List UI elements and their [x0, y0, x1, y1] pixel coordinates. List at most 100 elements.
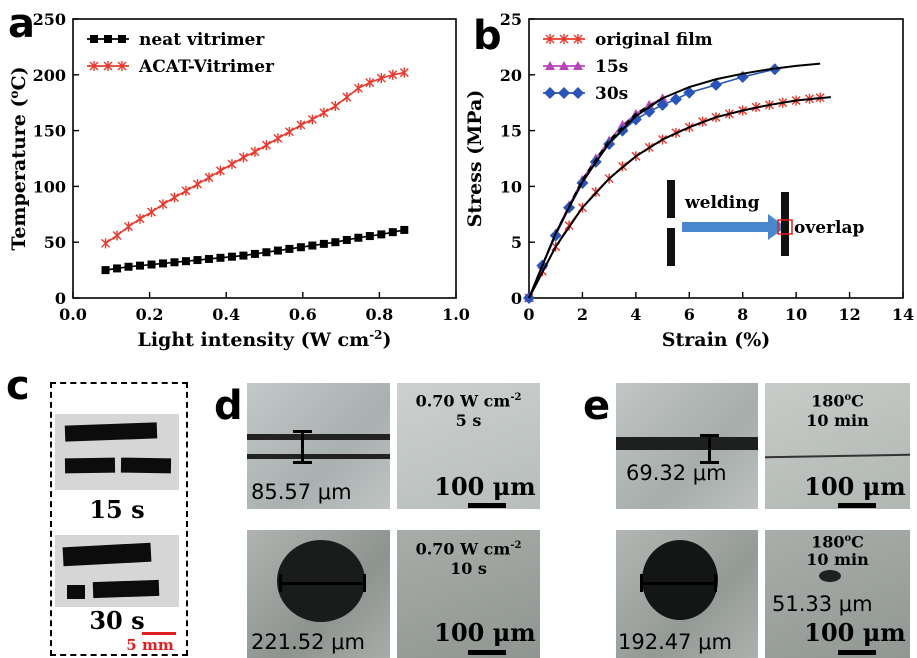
- data-point: [159, 259, 168, 268]
- data-point: [342, 92, 352, 103]
- inset-sample-welded: [781, 192, 789, 256]
- data-point: [400, 225, 409, 234]
- y-axis-label: Stress (MPa): [464, 90, 486, 228]
- data-point: [261, 140, 271, 151]
- legend-marker: [573, 34, 583, 44]
- label-30s: 30 s: [89, 606, 145, 635]
- data-point: [124, 221, 134, 232]
- data-point: [193, 256, 202, 265]
- measure-cap: [714, 574, 717, 592]
- data-point: [170, 192, 179, 203]
- chart-a: 0.0 0.2 0.4 0.6 0.8 1.0 0 50 100 150 200 250 Light i…: [7, 10, 470, 351]
- legend-label: original film: [595, 30, 713, 50]
- scale-bar-d-top: [468, 503, 506, 508]
- series-line: [105, 71, 405, 244]
- measure-d-bottom: 221.52 μm: [251, 630, 365, 654]
- scale-label-e-top: 100 μm: [804, 472, 906, 501]
- data-point: [308, 241, 317, 250]
- cond-d-bottom: 0.70 W cm-2 10 s: [415, 539, 522, 579]
- data-point: [388, 228, 397, 237]
- legend-marker: [545, 34, 555, 44]
- fit-line: [528, 97, 664, 299]
- measure-cap: [700, 461, 719, 464]
- measure-bar: [281, 582, 365, 585]
- data-point: [296, 120, 306, 131]
- micrograph-e-top-right: [765, 383, 910, 509]
- data-point: [319, 107, 329, 118]
- data-point: [227, 252, 236, 261]
- legend-marker: [118, 35, 126, 43]
- data-point: [113, 264, 122, 273]
- y-tick-label: 20: [500, 66, 522, 85]
- measure-cap: [293, 430, 312, 433]
- legend-marker: [559, 34, 569, 44]
- y-tick-label: 50: [44, 233, 66, 252]
- scale-label-d-bottom: 100 μm: [434, 618, 536, 647]
- data-point: [285, 244, 294, 253]
- chart-b: 0 2 4 6 8 10 12 14 0 5 10 15 20 25 Strain (%) Stress (M…: [464, 10, 914, 351]
- data-point: [250, 146, 260, 157]
- fit-line: [528, 62, 821, 299]
- micrograph-d-top-left: [247, 383, 390, 509]
- inset-sample-lower: [667, 228, 675, 266]
- crack-line: [247, 454, 390, 459]
- plot-frame: [528, 18, 904, 299]
- panel-c-frame: [50, 382, 188, 656]
- legend-marker: [89, 61, 99, 71]
- label-15s: 15 s: [89, 495, 145, 524]
- crack-line: [616, 437, 758, 450]
- micrograph-d-bottom-left: [247, 530, 390, 658]
- y-tick-label: 25: [500, 10, 522, 29]
- data-point: [135, 213, 145, 224]
- data-point: [365, 77, 375, 88]
- data-point: [192, 179, 202, 190]
- scale-label-5mm: 5 mm: [126, 636, 174, 654]
- x-tick-label: 0: [523, 305, 534, 324]
- data-point: [147, 260, 156, 269]
- cond-e-top: 180oC 10 min: [806, 391, 869, 431]
- plot-frame: [72, 18, 457, 299]
- data-point: [330, 101, 340, 112]
- inset-arrow-head: [768, 214, 786, 240]
- sample-strip: [64, 422, 158, 442]
- data-point: [273, 246, 282, 255]
- healed-line: [765, 453, 910, 459]
- micrograph-e-bottom-left: [616, 530, 758, 658]
- legend-label: 15s: [595, 57, 628, 77]
- data-point: [376, 73, 386, 84]
- x-tick-label: 0.0: [59, 305, 87, 324]
- measure-d-top: 85.57 μm: [251, 480, 352, 504]
- legend-label: 30s: [595, 84, 628, 104]
- measure-e-bottom-right: 51.33 μm: [772, 592, 873, 616]
- measure-cap: [700, 434, 719, 437]
- measure-e-top: 69.32 μm: [626, 461, 727, 485]
- data-point: [377, 230, 386, 239]
- data-point: [136, 261, 145, 270]
- x-tick-label: 4: [630, 305, 641, 324]
- data-point: [216, 253, 225, 262]
- scale-label-d-top: 100 μm: [434, 472, 536, 501]
- data-point: [204, 172, 214, 183]
- series-line: [528, 97, 663, 299]
- y-axis-label: Temperature (oC): [7, 66, 30, 250]
- sample-strip: [62, 542, 152, 567]
- data-point: [112, 230, 122, 241]
- micrograph-d-bottom-right: [397, 530, 540, 658]
- measure-cap: [293, 461, 312, 464]
- panel-letter-c: c: [6, 363, 30, 409]
- data-point: [307, 114, 317, 125]
- data-point: [215, 165, 225, 176]
- data-point: [158, 199, 168, 210]
- micrograph-e-bottom-right: [765, 530, 910, 658]
- measure-e-bottom: 192.47 μm: [618, 630, 732, 654]
- data-point: [204, 254, 213, 263]
- inset-overlap-box: [777, 219, 793, 235]
- legend-marker: [117, 61, 127, 71]
- data-point: [399, 67, 409, 78]
- x-axis-label: Strain (%): [662, 329, 771, 351]
- legend-marker: [573, 61, 583, 70]
- data-point: [239, 251, 248, 260]
- sample-strip: [120, 457, 172, 474]
- data-point: [262, 248, 271, 257]
